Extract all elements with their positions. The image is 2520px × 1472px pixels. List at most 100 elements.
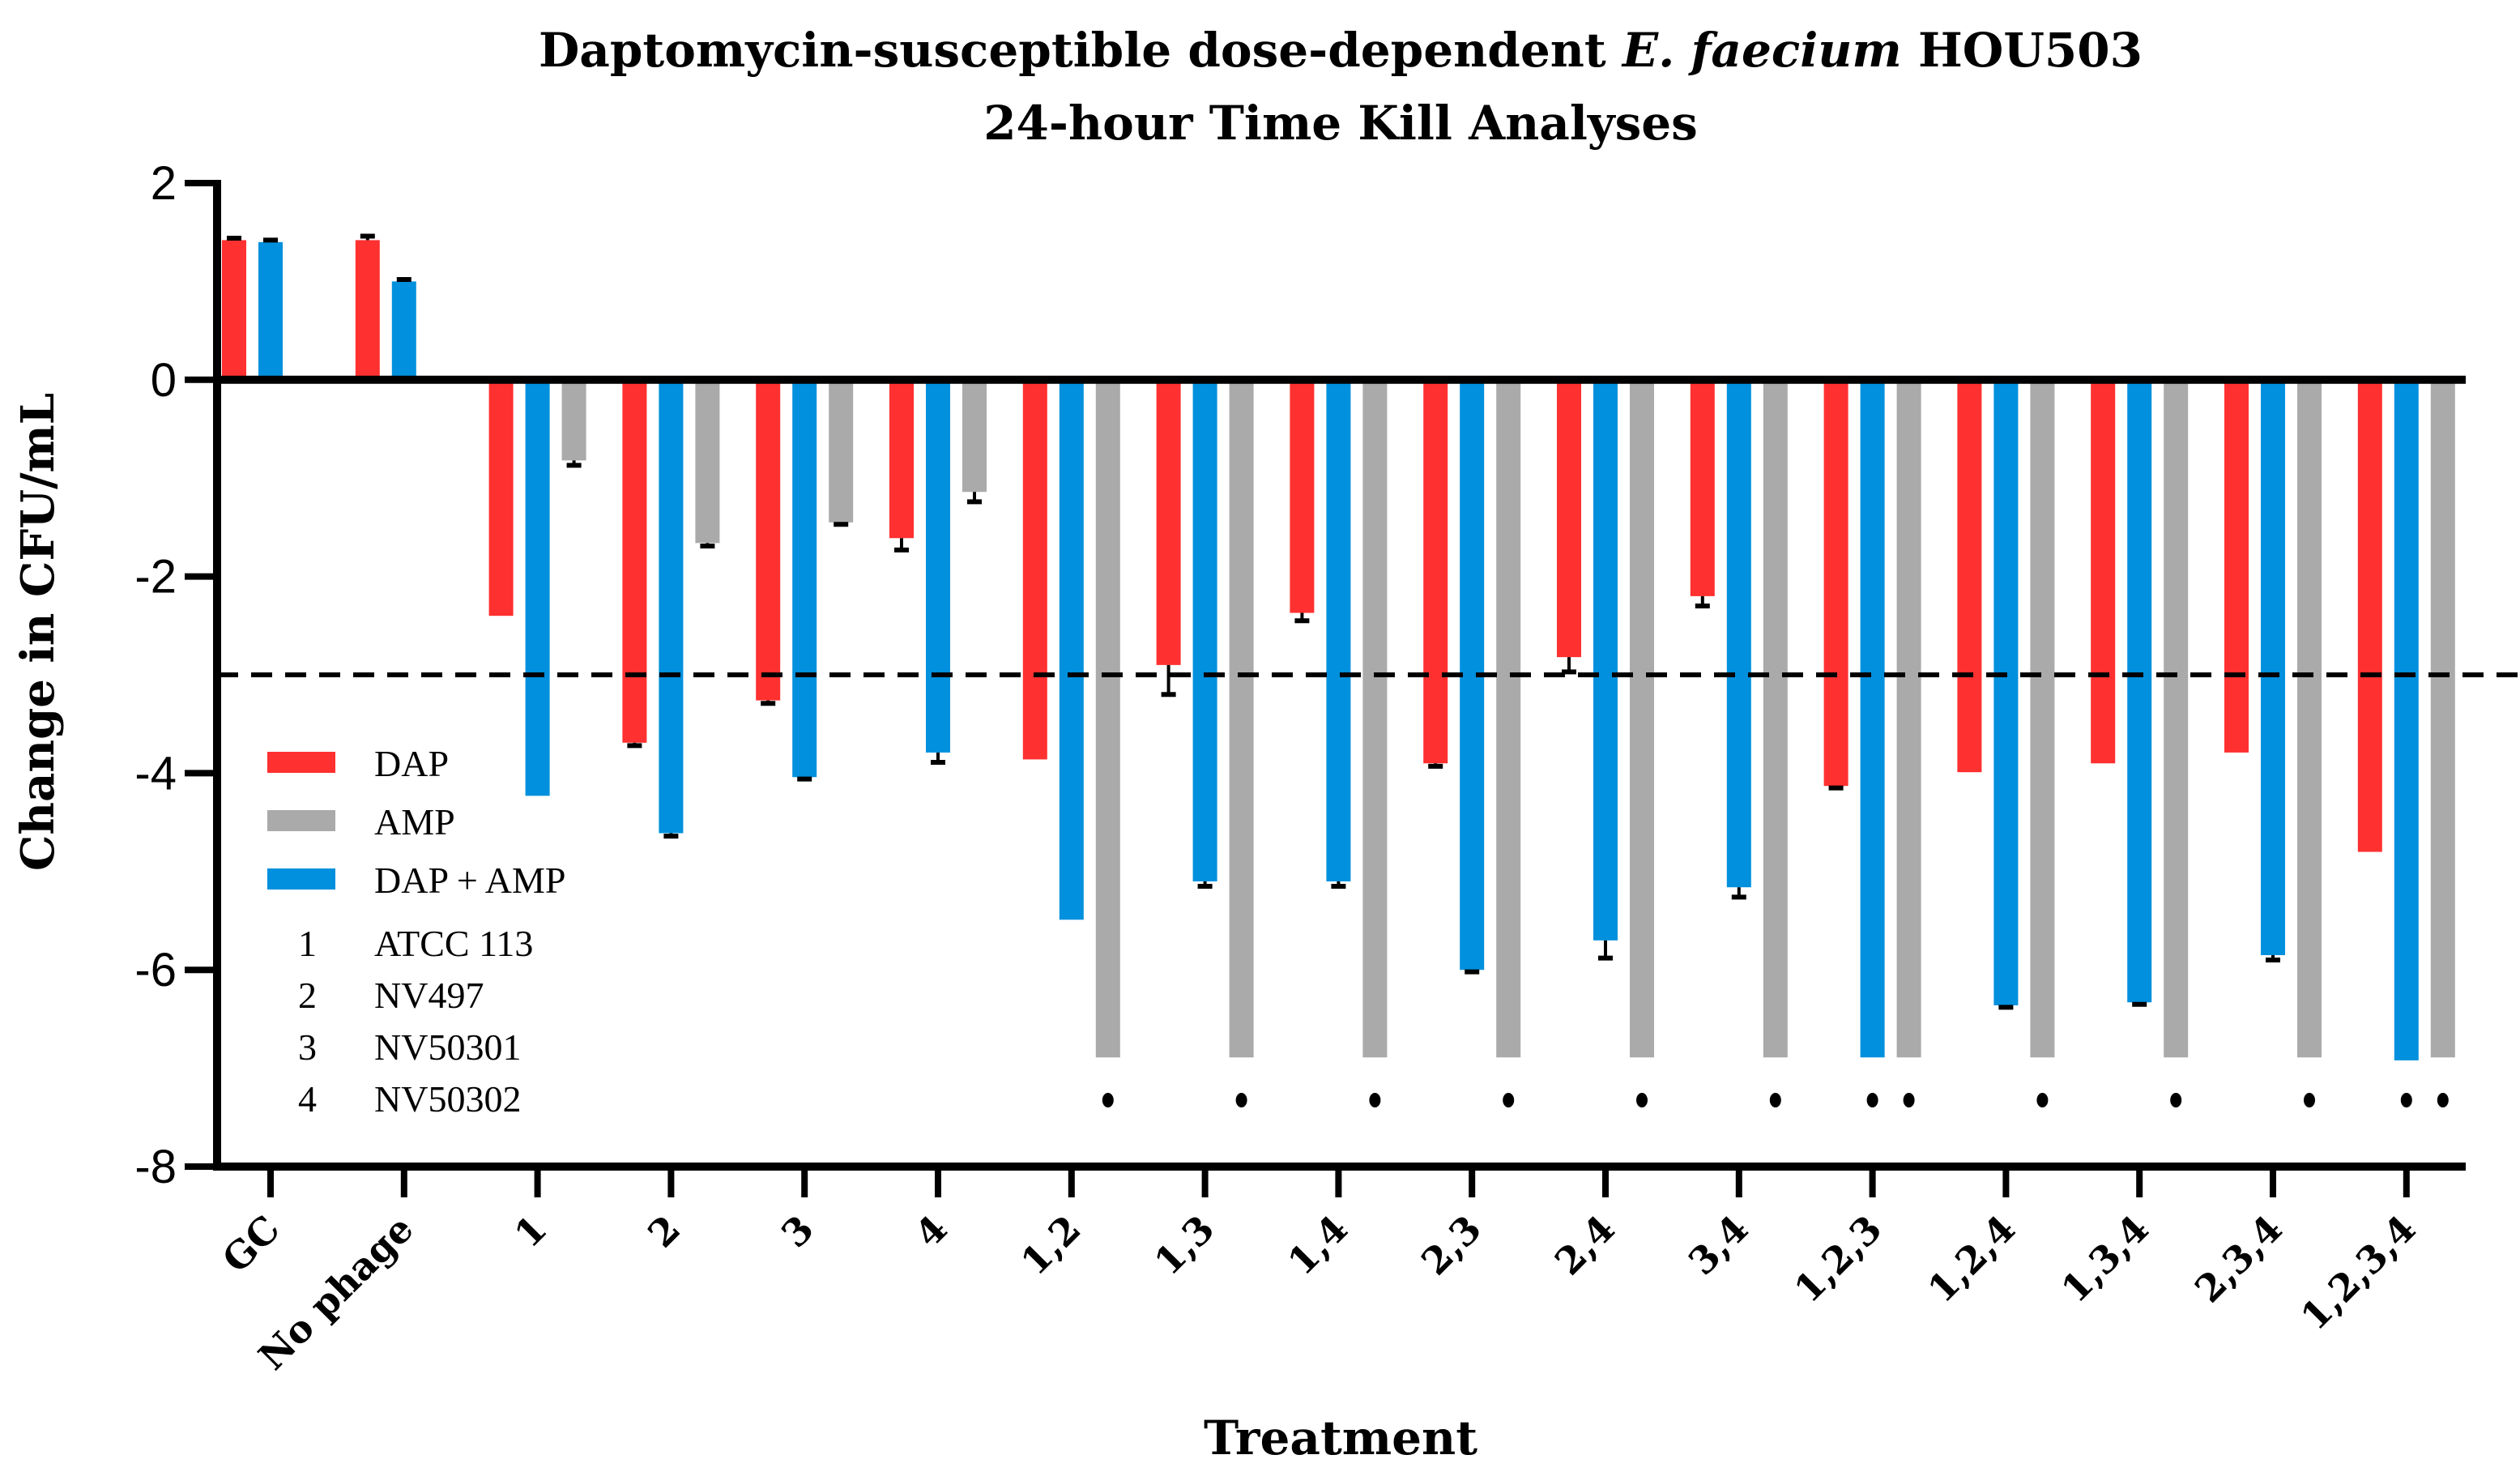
below-detection-marker — [1866, 1093, 1878, 1107]
y-tick-label: -2 — [134, 551, 177, 604]
legend-swatch — [267, 868, 335, 890]
bar-dap-amp — [2394, 379, 2419, 1060]
bar-dap-amp — [1326, 379, 1351, 881]
phage-key-number: 1 — [298, 923, 317, 964]
y-tick-label: -6 — [134, 944, 177, 996]
bar-dap-amp — [1192, 379, 1217, 881]
below-detection-marker — [2304, 1093, 2315, 1107]
bar-dap — [1957, 379, 1982, 773]
bar-amp — [2164, 379, 2189, 1058]
bar-amp — [2030, 379, 2055, 1058]
phage-key-number: 2 — [298, 975, 317, 1016]
x-tick-label: 1,2 — [1013, 1207, 1089, 1284]
bar-dap-amp — [258, 241, 283, 380]
phage-key-number: 3 — [298, 1026, 317, 1068]
bar-amp — [829, 379, 854, 523]
x-tick-label: 2 — [639, 1207, 689, 1257]
bar-dap — [2224, 379, 2249, 753]
bar-dap-amp — [1993, 379, 2019, 1005]
chart-title-line1: Daptomycin-susceptible dose-dependent E.… — [539, 23, 2143, 78]
bar-dap — [1823, 379, 1848, 787]
y-tick-label: 0 — [151, 354, 177, 407]
bar-dap-amp — [391, 281, 416, 380]
bar-dap-amp — [1059, 379, 1084, 920]
x-tick-label: 2,4 — [1546, 1207, 1623, 1284]
bar-dap — [1022, 379, 1047, 760]
bar-amp — [1763, 379, 1788, 1058]
below-detection-marker — [2437, 1093, 2449, 1107]
bar-dap — [1423, 379, 1448, 764]
x-tick-label: 1,2,3,4 — [2292, 1207, 2424, 1339]
below-detection-marker — [1102, 1093, 1114, 1107]
bar-amp — [695, 379, 720, 544]
bar-dap-amp — [1860, 379, 1885, 1058]
x-tick-label: 2,3 — [1413, 1207, 1490, 1284]
phage-key-name: NV497 — [374, 975, 484, 1016]
y-tick-label: -4 — [134, 747, 177, 800]
below-detection-marker — [1769, 1093, 1781, 1107]
bar-dap — [1156, 379, 1181, 665]
bar-amp — [2297, 379, 2322, 1058]
bar-amp — [1496, 379, 1521, 1058]
below-detection-marker — [2170, 1093, 2182, 1107]
x-tick-label: 1,2,3 — [1786, 1207, 1891, 1312]
bar-dap-amp — [659, 379, 684, 834]
bar-amp — [1229, 379, 1254, 1058]
bar-dap — [2357, 379, 2382, 852]
bar-dap — [889, 379, 914, 539]
bar-amp — [561, 379, 586, 461]
below-detection-marker — [1503, 1093, 1515, 1107]
bar-amp — [2430, 379, 2455, 1058]
bar-dap — [622, 379, 647, 743]
phage-key-number: 4 — [298, 1078, 317, 1120]
below-detection-marker — [1636, 1093, 1648, 1107]
bar-dap-amp — [2261, 379, 2285, 955]
bar-dap-amp — [525, 379, 550, 796]
x-tick-label: 1,3 — [1146, 1207, 1223, 1284]
bar-dap — [222, 240, 246, 380]
below-detection-marker — [1369, 1093, 1381, 1107]
legend-swatch — [267, 810, 335, 831]
bar-dap — [1690, 379, 1715, 596]
x-tick-label: 3,4 — [1680, 1207, 1757, 1284]
phage-key-name: NV50301 — [374, 1026, 521, 1068]
bar-dap-amp — [1726, 379, 1751, 888]
bar-amp — [1095, 379, 1120, 1058]
x-tick-label: 1,3,4 — [2053, 1207, 2157, 1312]
bar-dap — [355, 240, 380, 380]
bar-dap — [1290, 379, 1315, 613]
legend-label: DAP — [374, 743, 449, 784]
x-tick-label: 2,3,4 — [2186, 1207, 2291, 1312]
bar-amp — [962, 379, 987, 493]
y-axis-label: Change in CFU/mL — [11, 393, 65, 871]
x-tick-label: 4 — [906, 1207, 956, 1257]
phage-key-name: ATCC 113 — [374, 923, 533, 964]
chart-title-line2: 24-hour Time Kill Analyses — [983, 96, 1698, 151]
y-tick-label: 2 — [151, 157, 177, 210]
legend-swatch — [267, 752, 335, 773]
x-tick-label: 1,2,4 — [1919, 1207, 2023, 1312]
legend-label: AMP — [374, 801, 455, 843]
bar-dap — [2091, 379, 2116, 764]
bar-dap-amp — [926, 379, 950, 753]
bar-dap-amp — [1593, 379, 1618, 941]
legend-label: DAP + AMP — [374, 860, 565, 901]
x-tick-label: 3 — [773, 1207, 822, 1257]
bar-amp — [1362, 379, 1388, 1058]
bar-amp — [1630, 379, 1654, 1058]
bar-amp — [1896, 379, 1921, 1058]
below-detection-marker — [1903, 1093, 1915, 1107]
below-detection-marker — [2400, 1093, 2412, 1107]
bar-dap — [488, 379, 514, 617]
x-tick-label: 1 — [506, 1207, 556, 1257]
bar-dap — [756, 379, 781, 701]
below-detection-marker — [2036, 1093, 2049, 1107]
below-detection-marker — [1235, 1093, 1247, 1107]
y-tick-label: -8 — [134, 1141, 177, 1193]
x-tick-label: GC — [214, 1207, 288, 1282]
x-tick-label: 1,4 — [1279, 1207, 1356, 1284]
phage-key-name: NV50302 — [374, 1078, 521, 1120]
x-axis-label: Treatment — [1204, 1410, 1477, 1466]
bar-dap — [1557, 379, 1581, 658]
